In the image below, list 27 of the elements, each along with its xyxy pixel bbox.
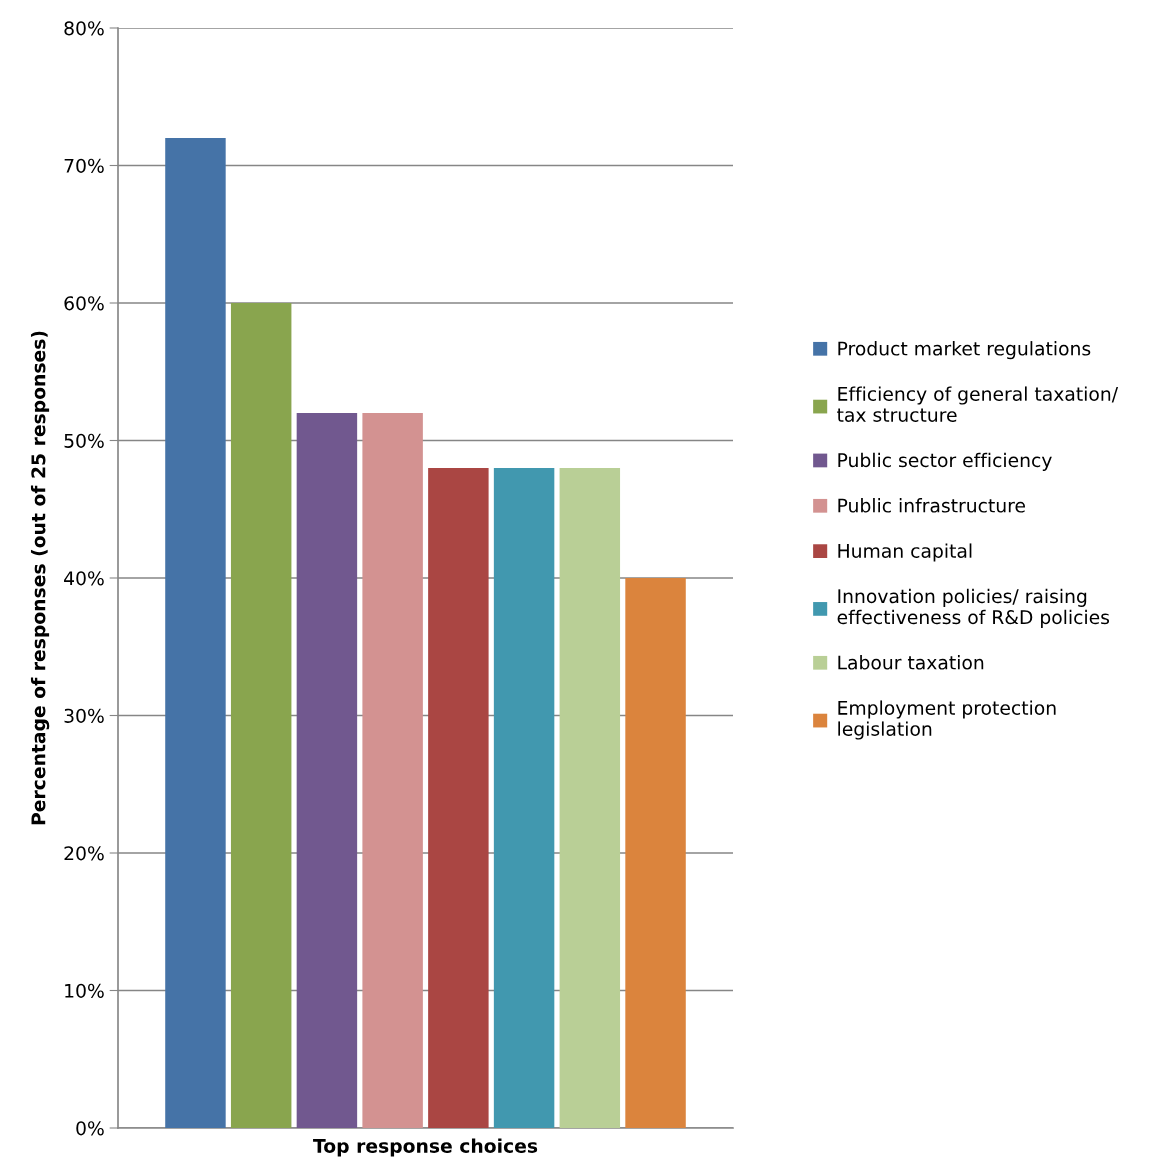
- y-tick-label: 0%: [76, 1121, 104, 1136]
- bar: [625, 578, 686, 1128]
- x-axis-title: Top response choices: [313, 1138, 538, 1157]
- legend-label: Public sector efficiency: [838, 452, 1052, 471]
- bar: [493, 468, 555, 1128]
- y-tick-label: 20%: [64, 846, 104, 861]
- y-tick-label: 60%: [64, 296, 104, 311]
- legend-label: Employment protection legislation: [838, 700, 1056, 740]
- y-tick-label: 40%: [64, 571, 104, 586]
- y-tick-label: 30%: [64, 708, 104, 723]
- legend-label: Labour taxation: [838, 655, 984, 670]
- bar: [230, 303, 292, 1128]
- bar: [428, 468, 489, 1128]
- legend-label: Public infrastructure: [838, 498, 1025, 513]
- y-tick-label: 80%: [64, 21, 104, 36]
- bar: [296, 413, 358, 1128]
- bar: [559, 468, 621, 1128]
- y-axis-title: Percentage of responses (out of 25 responses): [30, 331, 50, 825]
- legend-label: Product market regulations: [838, 341, 1091, 360]
- legend-label: Innovation policies/ raising effectiveness of R&D policies: [837, 588, 1110, 628]
- legend-label: Human capital: [838, 543, 972, 562]
- bar: [362, 413, 423, 1128]
- legend-label: Efficiency of general taxation/ tax structure: [837, 386, 1119, 422]
- y-tick-label: 70%: [64, 158, 104, 173]
- y-tick-label: 50%: [64, 433, 104, 448]
- y-tick-label: 10%: [65, 983, 104, 998]
- bar: [165, 138, 226, 1128]
